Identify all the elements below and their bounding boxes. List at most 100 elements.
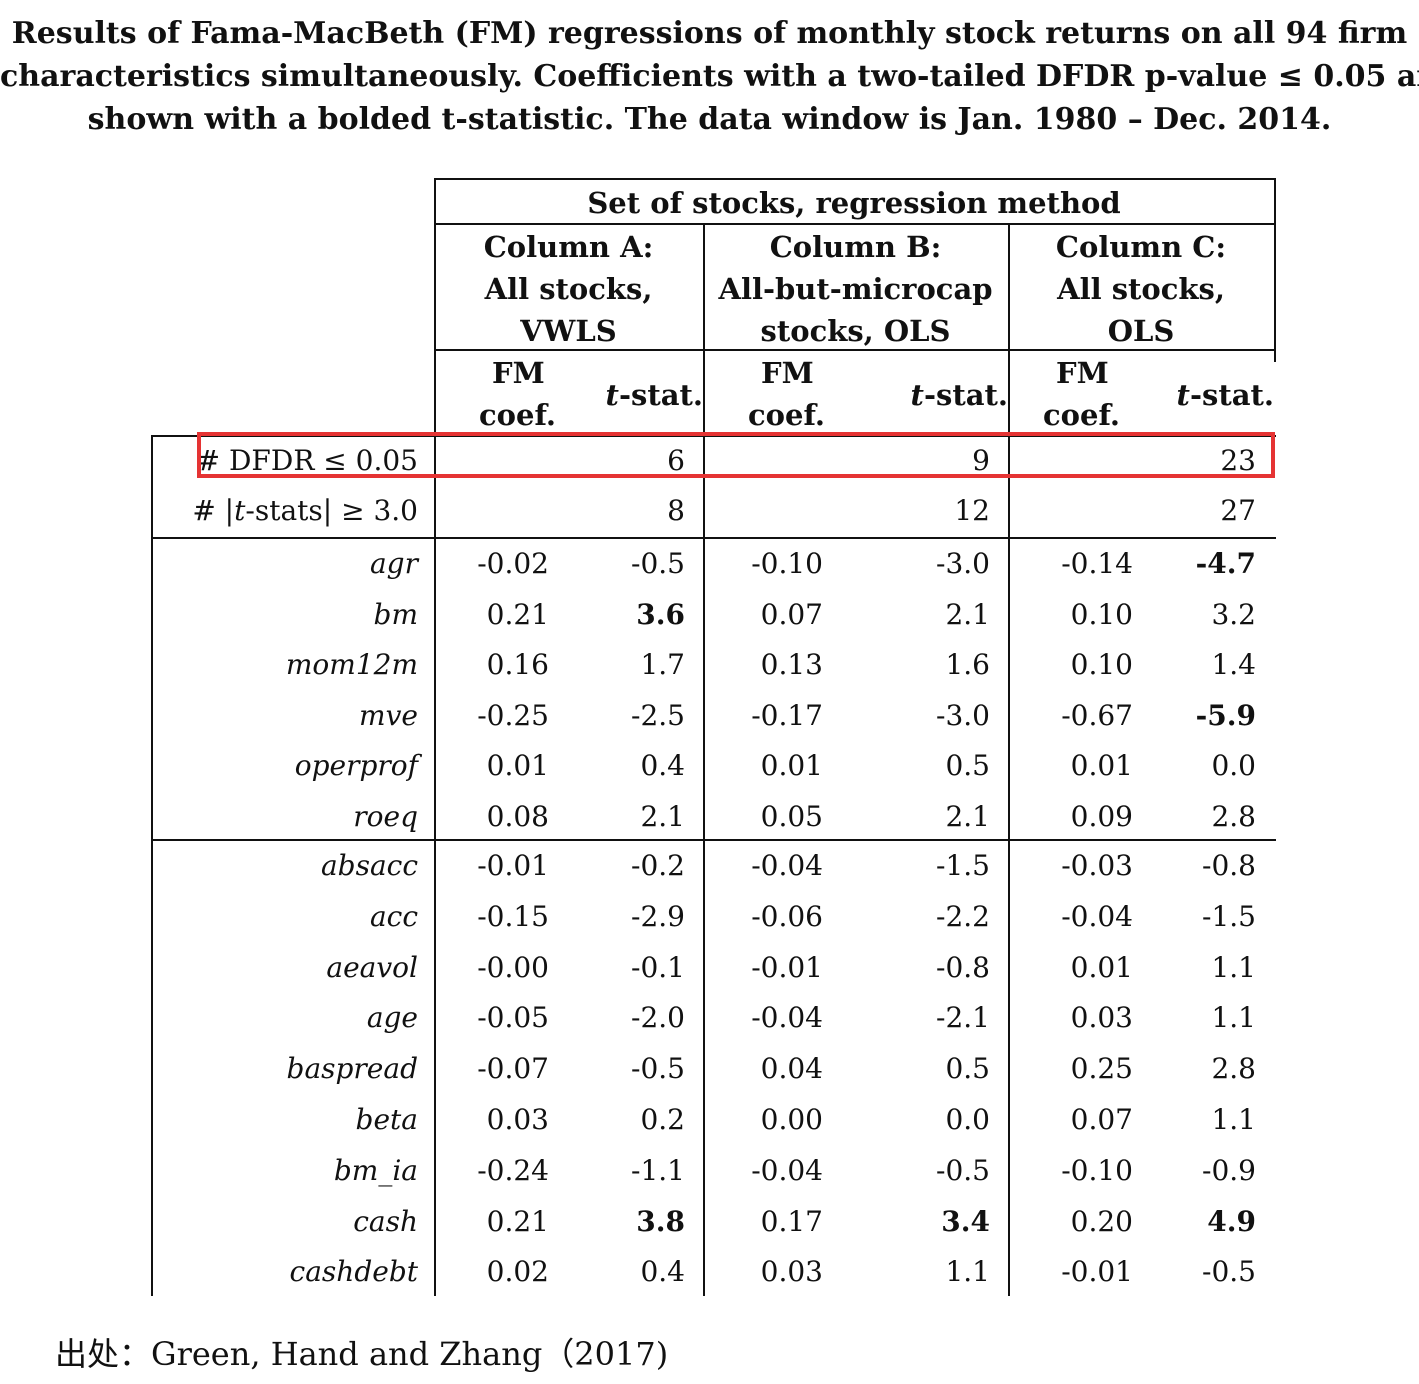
fm-coef-c: -0.10 bbox=[1061, 1153, 1133, 1187]
column-header-c-line2: All stocks, bbox=[1057, 272, 1225, 306]
summary-value-a: 8 bbox=[667, 494, 685, 527]
t-stat-c: -4.7 bbox=[1195, 547, 1256, 580]
variable-name: age bbox=[366, 1001, 418, 1035]
group-header-rule bbox=[434, 223, 1276, 225]
fm-coef-b: 0.04 bbox=[760, 1052, 823, 1086]
fm-coef-a: 0.21 bbox=[486, 1204, 549, 1238]
tstat-suffix: -stat. bbox=[1189, 378, 1274, 412]
variable-name: acc bbox=[369, 899, 418, 933]
fm-coef-c: -0.14 bbox=[1061, 547, 1133, 580]
caption-line-1: Results of Fama-MacBeth (FM) regressions… bbox=[11, 16, 1408, 51]
variable-name: mom12m bbox=[285, 648, 418, 681]
fm-coef-c: -0.01 bbox=[1061, 1255, 1133, 1289]
t-stat-a: -2.9 bbox=[631, 899, 685, 933]
subheader-coef-b: coef. bbox=[748, 398, 825, 432]
subheader-fm-a: FM bbox=[492, 356, 545, 390]
t-stat-a: 3.6 bbox=[636, 597, 685, 631]
t-stat-c: -1.5 bbox=[1202, 899, 1256, 933]
t-stat-c: 2.8 bbox=[1211, 1052, 1256, 1086]
fm-coef-a: 0.03 bbox=[486, 1103, 549, 1136]
variable-name: beta bbox=[355, 1103, 418, 1136]
t-stat-c: -0.9 bbox=[1202, 1153, 1256, 1187]
t-stat-b: 2.1 bbox=[945, 597, 990, 631]
t-stat-a: -0.5 bbox=[631, 547, 685, 580]
column-header-c-line3: OLS bbox=[1107, 314, 1175, 348]
fm-coef-c: 0.03 bbox=[1070, 1001, 1133, 1035]
summary-label-1: # DFDR ≤ 0.05 bbox=[161, 444, 418, 478]
group2-top-rule bbox=[151, 839, 1276, 841]
table-caption: Results of Fama-MacBeth (FM) regressions… bbox=[0, 12, 1419, 141]
fm-coef-b: -0.04 bbox=[751, 1153, 823, 1187]
fm-coef-a: 0.16 bbox=[486, 648, 549, 681]
fm-coef-c: 0.09 bbox=[1070, 799, 1133, 833]
summary-value-c: 23 bbox=[1220, 444, 1256, 477]
table-border-left-data bbox=[434, 178, 436, 1296]
summary-value-a: 6 bbox=[667, 444, 685, 477]
t-stat-c: 2.8 bbox=[1211, 799, 1256, 833]
fm-coef-c: -0.04 bbox=[1061, 899, 1133, 933]
source-note: 出处：Green, Hand and Zhang（2017) bbox=[55, 1335, 669, 1373]
t-stat-c: 1.1 bbox=[1211, 1001, 1256, 1035]
group-header: Set of stocks, regression method bbox=[587, 186, 1121, 220]
t-stat-c: 3.2 bbox=[1211, 597, 1256, 631]
fm-coef-c: -0.67 bbox=[1061, 698, 1133, 732]
fm-coef-b: -0.04 bbox=[751, 849, 823, 882]
t-stat-c: -5.9 bbox=[1195, 698, 1256, 732]
t-stat-a: -0.2 bbox=[631, 849, 685, 882]
fm-coef-b: 0.07 bbox=[760, 597, 823, 631]
table-border-right-head bbox=[1274, 178, 1276, 362]
fm-coef-b: 0.17 bbox=[760, 1204, 823, 1238]
regression-table: Set of stocks, regression method Column A… bbox=[151, 178, 1276, 1296]
column-header-a-line2: All stocks, bbox=[484, 272, 653, 306]
subheader-fm-c: FM bbox=[1056, 356, 1109, 390]
t-stat-a: 0.4 bbox=[640, 1255, 685, 1289]
fm-coef-a: 0.01 bbox=[486, 749, 549, 782]
fm-coef-a: -0.15 bbox=[477, 899, 549, 933]
t-stat-b: -2.1 bbox=[936, 1001, 990, 1035]
fm-coef-a: -0.01 bbox=[477, 849, 549, 882]
t-stat-b: -2.2 bbox=[936, 899, 990, 933]
t-stat-c: 4.9 bbox=[1207, 1204, 1256, 1238]
t-stat-a: 2.1 bbox=[640, 799, 685, 833]
summary-label-text: # DFDR ≤ 0.05 bbox=[196, 444, 418, 477]
column-header-b-line2: All-but-microcap bbox=[718, 272, 993, 306]
fm-coef-b: 0.05 bbox=[760, 799, 823, 833]
fm-coef-b: 0.13 bbox=[760, 648, 823, 681]
tstat-italic-t: t bbox=[605, 378, 619, 412]
t-stat-a: -0.1 bbox=[631, 950, 685, 984]
header-top-rule bbox=[434, 178, 1276, 180]
variable-name: absacc bbox=[320, 849, 418, 882]
fm-coef-b: -0.17 bbox=[751, 698, 823, 732]
subheader-coef-a: coef. bbox=[479, 398, 556, 432]
t-stat-b: 3.4 bbox=[941, 1204, 990, 1238]
fm-coef-c: 0.01 bbox=[1070, 950, 1133, 984]
tstat-suffix: -stat. bbox=[923, 378, 1008, 412]
fm-coef-c: 0.10 bbox=[1070, 597, 1133, 631]
summary-label-suffix: -stats| ≥ 3.0 bbox=[245, 494, 418, 527]
t-stat-c: -0.5 bbox=[1202, 1255, 1256, 1289]
t-stat-b: 0.5 bbox=[945, 1052, 990, 1086]
summary-label-2: # |t-stats| ≥ 3.0 bbox=[161, 494, 418, 528]
variable-name: mve bbox=[359, 698, 418, 732]
fm-coef-b: 0.03 bbox=[760, 1255, 823, 1289]
table-border-left-body bbox=[151, 435, 153, 1296]
t-stat-a: -0.5 bbox=[631, 1052, 685, 1086]
column-header-a-line1: Column A: bbox=[483, 230, 654, 264]
fm-coef-c: 0.07 bbox=[1070, 1103, 1133, 1136]
fm-coef-a: 0.21 bbox=[486, 597, 549, 631]
fm-coef-b: -0.04 bbox=[751, 1001, 823, 1035]
summary-top-rule bbox=[151, 435, 1276, 437]
fm-coef-b: 0.00 bbox=[760, 1103, 823, 1136]
variable-name: cash bbox=[353, 1204, 418, 1238]
t-stat-b: -0.5 bbox=[936, 1153, 990, 1187]
fm-coef-c: 0.25 bbox=[1070, 1052, 1133, 1086]
column-header-a-line3: VWLS bbox=[520, 314, 617, 348]
fm-coef-a: 0.02 bbox=[486, 1255, 549, 1289]
t-stat-a: -1.1 bbox=[631, 1153, 685, 1187]
variable-name: agr bbox=[369, 547, 418, 580]
fm-coef-c: -0.03 bbox=[1061, 849, 1133, 882]
fm-coef-a: -0.02 bbox=[477, 547, 549, 580]
tstat-italic-t: t bbox=[1176, 378, 1190, 412]
t-stat-a: 3.8 bbox=[636, 1204, 685, 1238]
t-stat-c: 0.0 bbox=[1211, 749, 1256, 782]
